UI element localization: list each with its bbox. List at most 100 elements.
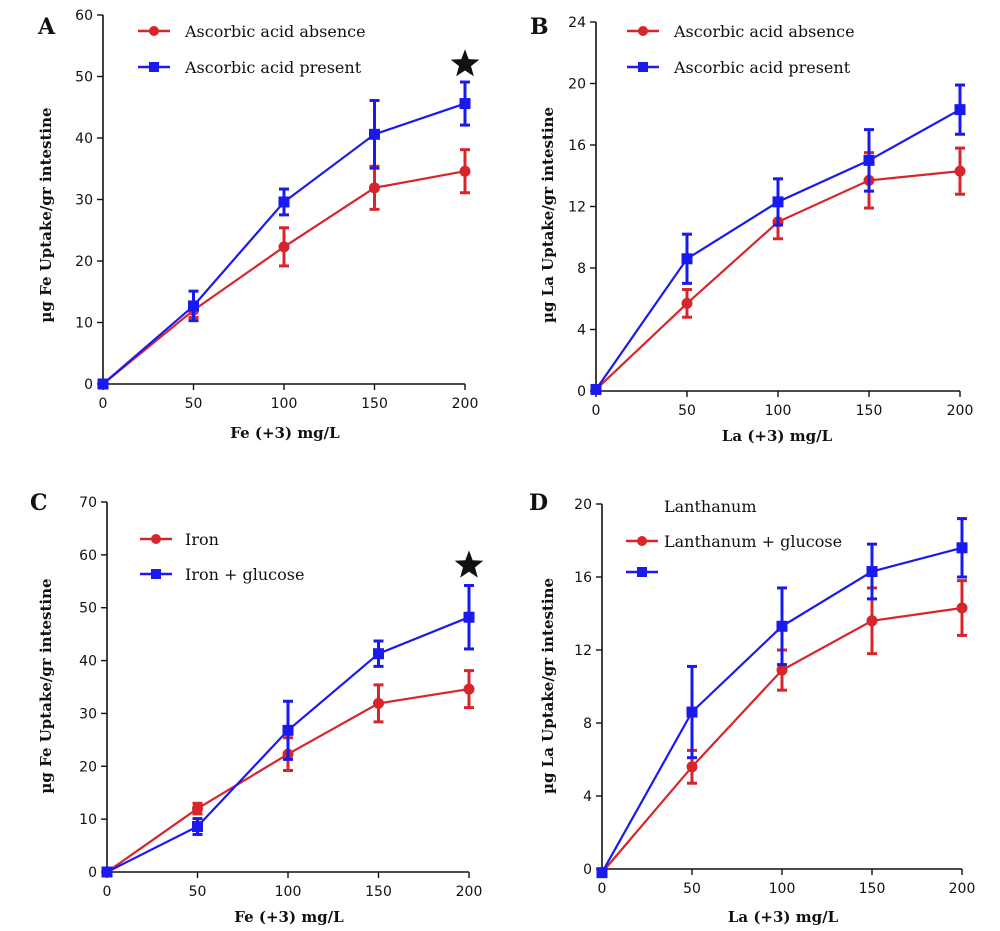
data-point-square xyxy=(97,378,109,390)
x-tick-label: 0 xyxy=(592,403,601,419)
x-axis-label-a: Fe (+3) mg/L xyxy=(230,424,340,442)
y-tick-label: 4 xyxy=(583,789,592,805)
legend-label-series-1: Iron xyxy=(185,530,219,549)
legend-label-series-1: Ascorbic acid absence xyxy=(673,22,855,41)
data-point-square xyxy=(282,724,294,736)
data-point-square xyxy=(188,300,199,312)
x-tick-label: 150 xyxy=(361,396,388,412)
plot-area-a: 0 10 20 30 40 50 60 0 50 100 150 200 xyxy=(75,8,480,412)
panel-c: C Iron Iron + glucose µg Fe Uptake/gr in… xyxy=(30,490,484,926)
x-tick-label: 50 xyxy=(678,403,696,419)
x-tick-label: 200 xyxy=(456,884,483,900)
y-tick-label: 4 xyxy=(577,323,586,339)
y-tick-label: 10 xyxy=(75,316,93,332)
data-point-square xyxy=(101,866,113,878)
y-axis-label-b: µg La Uptake/gr intestine xyxy=(539,107,557,323)
x-tick-label: 150 xyxy=(365,884,392,900)
data-point-square xyxy=(772,196,784,208)
legend-label-series-2: Ascorbic acid present xyxy=(673,58,851,77)
x-axis-label-d: La (+3) mg/L xyxy=(728,908,839,926)
significance-star-icon xyxy=(454,550,484,578)
y-tick-label: 30 xyxy=(75,193,93,209)
x-axis-label-b: La (+3) mg/L xyxy=(722,427,833,445)
legend-marker-circle xyxy=(638,26,648,36)
y-tick-label: 0 xyxy=(84,377,93,393)
data-point-circle xyxy=(459,165,471,177)
data-point-square xyxy=(373,648,384,660)
legend-marker-circle xyxy=(149,26,159,36)
y-tick-label: 10 xyxy=(79,812,97,828)
data-point-square xyxy=(956,542,968,554)
significance-star-icon xyxy=(450,49,480,77)
legend-label-series-2: Ascorbic acid present xyxy=(184,58,362,77)
panel-d: D Lanthanum Lanthanum + glucose µg La Up… xyxy=(529,490,975,926)
x-tick-label: 100 xyxy=(271,396,298,412)
data-point-square xyxy=(278,196,290,208)
panel-c-legend: Iron Iron + glucose xyxy=(140,530,304,584)
x-tick-label: 100 xyxy=(275,884,302,900)
data-point-square xyxy=(459,98,471,110)
panel-label-b: B xyxy=(530,14,549,40)
data-point-square xyxy=(954,104,966,116)
y-tick-label: 16 xyxy=(574,570,592,586)
legend-marker-square xyxy=(638,62,648,72)
data-point-square xyxy=(596,867,608,879)
y-tick-label: 0 xyxy=(583,862,592,878)
x-tick-label: 150 xyxy=(856,403,883,419)
panel-b-legend: Ascorbic acid absence Ascorbic acid pres… xyxy=(627,22,855,77)
y-tick-label: 70 xyxy=(79,495,97,511)
legend-marker-square xyxy=(637,567,647,577)
data-point-circle xyxy=(866,615,878,627)
y-tick-label: 40 xyxy=(75,131,93,147)
y-tick-label: 60 xyxy=(79,548,97,564)
x-tick-label: 0 xyxy=(103,884,112,900)
y-tick-label: 50 xyxy=(75,70,93,86)
y-tick-label: 30 xyxy=(79,706,97,722)
data-point-circle xyxy=(681,297,693,309)
x-tick-label: 0 xyxy=(598,881,607,897)
x-axis-label-c: Fe (+3) mg/L xyxy=(234,908,344,926)
data-point-square xyxy=(686,706,698,718)
y-tick-label: 12 xyxy=(574,643,592,659)
x-tick-label: 200 xyxy=(949,881,976,897)
data-point-square xyxy=(681,253,693,265)
panel-label-c: C xyxy=(30,490,48,516)
y-tick-label: 20 xyxy=(568,77,586,93)
data-point-circle xyxy=(463,683,475,695)
plot-area-c: 0 10 20 30 40 50 60 70 0 50 100 150 200 xyxy=(79,495,484,900)
y-tick-label: 20 xyxy=(75,254,93,270)
x-tick-label: 200 xyxy=(452,396,479,412)
data-point-square xyxy=(192,821,203,833)
y-axis-label-a: µg Fe Uptake/gr intestine xyxy=(37,107,55,322)
y-tick-label: 16 xyxy=(568,138,586,154)
panel-b: B Ascorbic acid absence Ascorbic acid pr… xyxy=(530,14,973,445)
legend-marker-circle xyxy=(637,536,647,546)
legend-marker-square xyxy=(151,569,161,579)
plot-area-b: 0 4 8 12 16 20 24 0 50 100 150 200 xyxy=(568,15,973,419)
y-tick-label: 24 xyxy=(568,15,586,31)
legend-label-series-2: Iron + glucose xyxy=(185,565,304,584)
data-point-circle xyxy=(686,761,698,773)
y-tick-label: 20 xyxy=(574,497,592,513)
legend-marker-square xyxy=(149,62,159,72)
y-tick-label: 8 xyxy=(583,716,592,732)
y-tick-label: 0 xyxy=(577,384,586,400)
legend-label-series-1: Lanthanum + glucose xyxy=(664,532,842,551)
y-tick-label: 0 xyxy=(88,865,97,881)
data-point-circle xyxy=(954,165,966,177)
x-tick-label: 100 xyxy=(765,403,792,419)
panel-label-a: A xyxy=(37,14,56,40)
data-point-circle xyxy=(278,241,290,253)
legend-heading: Lanthanum xyxy=(664,497,757,516)
panel-a-legend: Ascorbic acid absence Ascorbic acid pres… xyxy=(138,22,366,77)
x-tick-label: 50 xyxy=(683,881,701,897)
data-point-circle xyxy=(776,664,788,676)
x-tick-label: 0 xyxy=(99,396,108,412)
data-point-square xyxy=(590,383,602,395)
data-point-circle xyxy=(956,602,968,614)
data-point-square xyxy=(863,154,875,166)
x-tick-label: 50 xyxy=(189,884,207,900)
y-tick-label: 12 xyxy=(568,200,586,216)
